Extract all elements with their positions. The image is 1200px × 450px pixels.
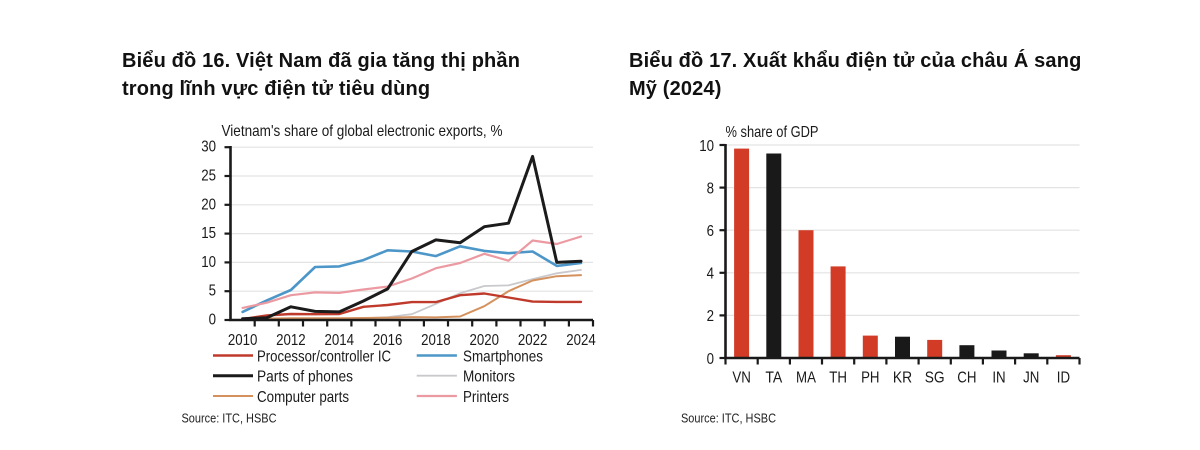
svg-text:IN: IN bbox=[992, 370, 1005, 387]
svg-text:10: 10 bbox=[201, 254, 216, 271]
svg-text:6: 6 bbox=[707, 223, 714, 240]
svg-text:2010: 2010 bbox=[228, 332, 258, 349]
svg-text:2022: 2022 bbox=[518, 332, 548, 349]
svg-text:2014: 2014 bbox=[325, 332, 355, 349]
svg-text:% share of GDP: % share of GDP bbox=[726, 124, 819, 141]
svg-text:KR: KR bbox=[893, 370, 912, 387]
svg-text:2020: 2020 bbox=[470, 332, 500, 349]
svg-text:20: 20 bbox=[201, 196, 216, 213]
svg-text:CH: CH bbox=[957, 370, 976, 387]
svg-text:TA: TA bbox=[765, 370, 782, 387]
svg-text:Smartphones: Smartphones bbox=[463, 348, 543, 365]
svg-text:2024: 2024 bbox=[566, 332, 596, 349]
svg-text:Printers: Printers bbox=[463, 389, 509, 406]
svg-text:MA: MA bbox=[796, 370, 816, 387]
svg-text:Computer parts: Computer parts bbox=[257, 389, 349, 406]
svg-text:PH: PH bbox=[861, 370, 879, 387]
svg-text:Processor/controller IC: Processor/controller IC bbox=[257, 348, 391, 365]
svg-text:2012: 2012 bbox=[276, 332, 306, 349]
svg-text:Vietnam's share of global elec: Vietnam's share of global electronic exp… bbox=[222, 123, 503, 140]
svg-text:2: 2 bbox=[707, 308, 714, 325]
svg-text:2018: 2018 bbox=[421, 332, 451, 349]
svg-text:Monitors: Monitors bbox=[463, 369, 515, 386]
svg-text:TH: TH bbox=[829, 370, 847, 387]
svg-text:2016: 2016 bbox=[373, 332, 403, 349]
svg-text:Parts of phones: Parts of phones bbox=[257, 369, 353, 386]
svg-text:10: 10 bbox=[699, 138, 714, 155]
svg-text:4: 4 bbox=[707, 266, 714, 283]
svg-text:25: 25 bbox=[201, 168, 216, 185]
svg-text:8: 8 bbox=[707, 180, 714, 197]
svg-text:VN: VN bbox=[732, 370, 751, 387]
svg-text:ID: ID bbox=[1057, 370, 1070, 387]
svg-text:Source: ITC, HSBC: Source: ITC, HSBC bbox=[681, 411, 776, 426]
svg-text:SG: SG bbox=[925, 370, 945, 387]
svg-text:Source: ITC, HSBC: Source: ITC, HSBC bbox=[182, 411, 277, 426]
svg-text:30: 30 bbox=[201, 139, 216, 156]
svg-text:0: 0 bbox=[209, 312, 216, 329]
svg-text:15: 15 bbox=[201, 225, 216, 242]
svg-text:0: 0 bbox=[707, 351, 714, 368]
svg-text:5: 5 bbox=[209, 283, 216, 300]
svg-text:JN: JN bbox=[1023, 370, 1039, 387]
